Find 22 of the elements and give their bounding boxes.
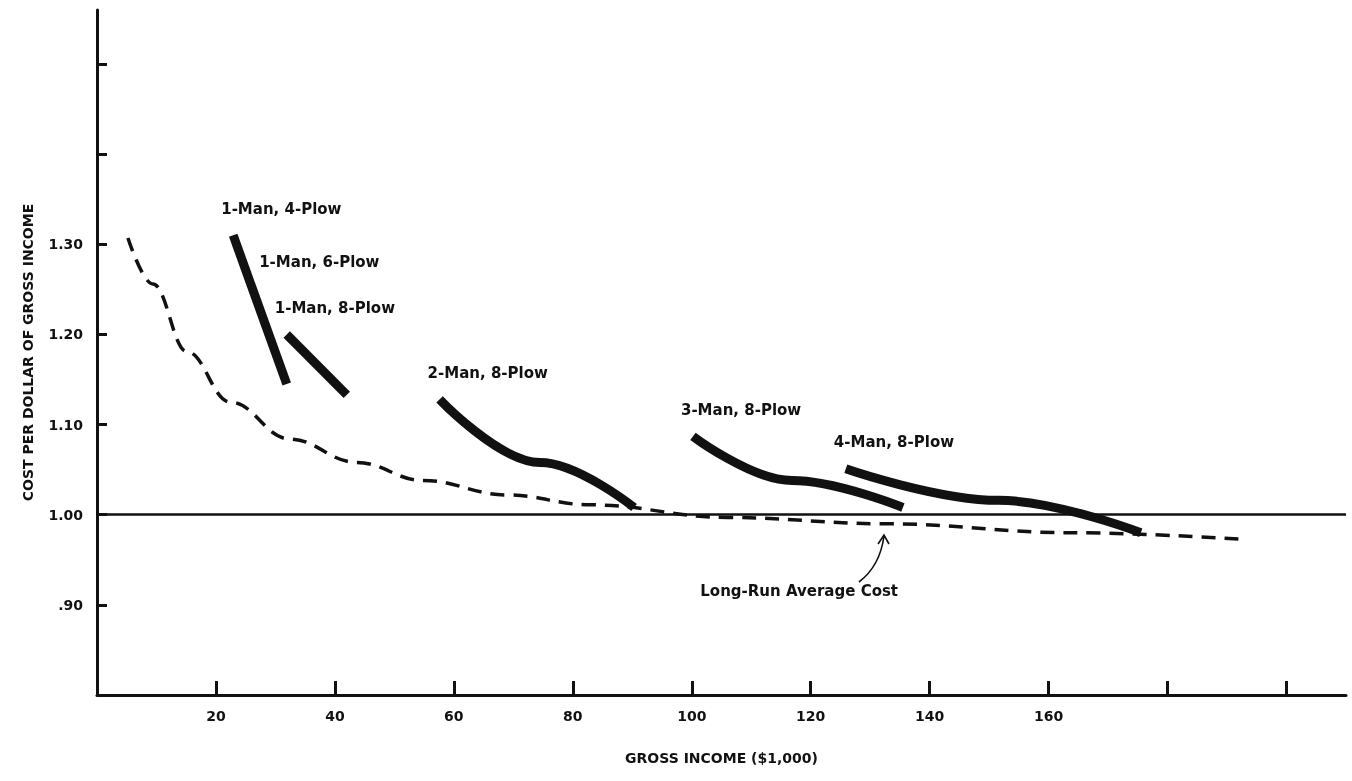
series-label: 1-Man, 8-Plow [274,298,396,317]
y-tick-label: 1.00 [48,506,84,523]
y-tick-label: 1.10 [48,416,84,433]
annotation: Long-Run Average Cost [700,581,899,600]
series-label: 4-Man, 8-Plow [833,433,955,452]
y-axis-title: COST PER DOLLAR OF GROSS INCOME [20,203,36,502]
y-tick-label: 1.20 [48,326,84,343]
x-tick-label: 20 [206,708,226,724]
x-tick-label: 140 [915,708,945,724]
series-label: 2-Man, 8-Plow [427,363,548,382]
x-tick-label: 80 [563,708,583,724]
x-tick-label: 60 [444,708,464,724]
x-tick-label: 100 [677,708,707,724]
series-label: 3-Man, 8-Plow [680,400,802,419]
x-axis-title: GROSS INCOME ($1,000) [625,750,818,766]
x-tick-label: 40 [325,708,345,724]
annotation: 1-Man, 6-Plow [259,253,380,272]
y-tick-label: 1.30 [48,236,84,253]
x-tick-label: 160 [1034,708,1064,724]
y-tick-label: .90 [58,596,84,613]
series-label: 1-Man, 4-Plow [221,199,342,218]
x-tick-label: 120 [796,708,826,724]
